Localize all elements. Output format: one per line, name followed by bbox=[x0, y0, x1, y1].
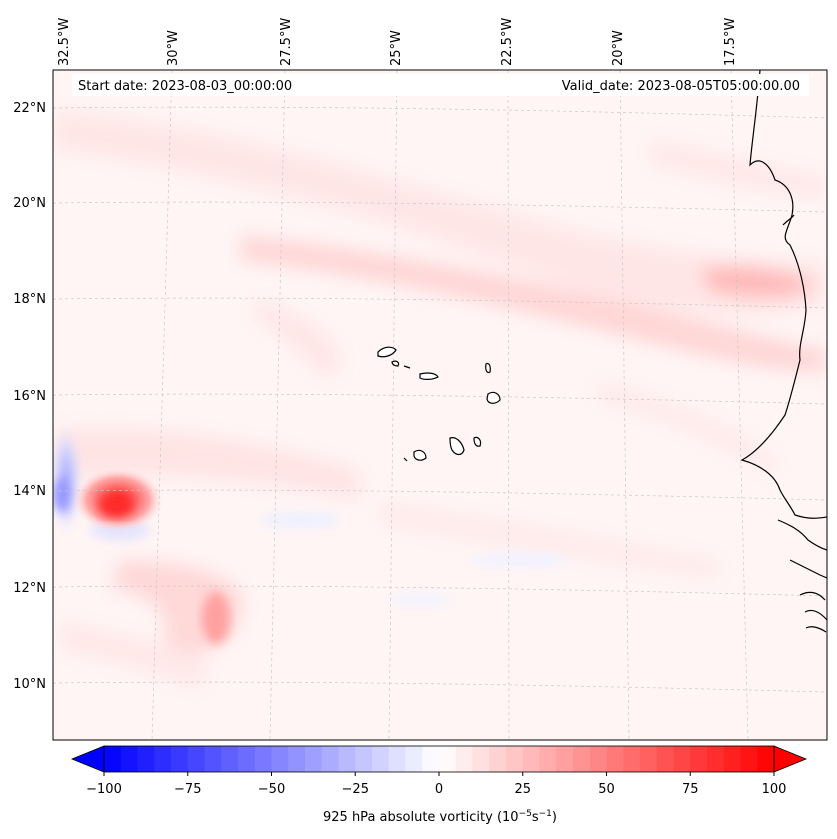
lat-label: 18°N bbox=[13, 292, 46, 307]
lon-label: 22.5°W bbox=[500, 18, 515, 66]
colorbar-tick-label: −100 bbox=[86, 782, 122, 797]
colorbar-cell bbox=[606, 746, 624, 772]
vorticity-field bbox=[53, 110, 827, 690]
lat-label: 22°N bbox=[13, 101, 46, 116]
colorbar-tick-label: −75 bbox=[174, 782, 201, 797]
colorbar-cell bbox=[271, 746, 289, 772]
colorbar-cell bbox=[656, 746, 674, 772]
colorbar-cell bbox=[405, 746, 423, 772]
longitude-labels: 32.5°W 30°W 27.5°W 25°W 22.5°W 20°W 17.5… bbox=[57, 18, 738, 66]
colorbar-cell bbox=[422, 746, 440, 772]
lon-label: 25°W bbox=[389, 30, 404, 66]
colorbar-tick-label: −25 bbox=[342, 782, 369, 797]
coastline bbox=[740, 70, 827, 633]
colorbar-tick-label: 0 bbox=[435, 782, 443, 797]
colorbar-cell bbox=[104, 746, 122, 772]
colorbar-cell bbox=[707, 746, 725, 772]
colorbar-tick-label: 100 bbox=[762, 782, 787, 797]
lon-label: 27.5°W bbox=[279, 18, 294, 66]
colorbar-cell bbox=[573, 746, 591, 772]
colorbar-cell bbox=[321, 746, 339, 772]
lon-label: 30°W bbox=[166, 30, 181, 66]
map-area bbox=[53, 70, 827, 740]
colorbar-tick-label: 75 bbox=[682, 782, 699, 797]
lat-label: 12°N bbox=[13, 581, 46, 596]
colorbar-cell bbox=[539, 746, 557, 772]
colorbar-cell bbox=[556, 746, 574, 772]
colorbar-cell bbox=[338, 746, 356, 772]
lat-label: 14°N bbox=[13, 484, 46, 499]
colorbar-cell bbox=[187, 746, 205, 772]
vortex-maximum bbox=[73, 468, 230, 644]
colorbar: −100 −75 −50 −25 0 25 50 75 100 925 hPa … bbox=[70, 745, 808, 825]
colorbar-cell bbox=[120, 746, 138, 772]
colorbar-extend-max bbox=[773, 745, 808, 773]
colorbar-ticks bbox=[103, 772, 775, 776]
graticule bbox=[53, 70, 827, 740]
colorbar-cell bbox=[238, 746, 256, 772]
colorbar-cell bbox=[388, 746, 406, 772]
colorbar-cell bbox=[439, 746, 457, 772]
colorbar-extend-min bbox=[70, 745, 105, 773]
colorbar-cell bbox=[740, 746, 758, 772]
colorbar-cell bbox=[204, 746, 222, 772]
colorbar-tick-label: 25 bbox=[514, 782, 531, 797]
colorbar-tick-label: 50 bbox=[598, 782, 615, 797]
header-box bbox=[72, 74, 809, 96]
lon-label: 32.5°W bbox=[57, 18, 72, 66]
lat-label: 10°N bbox=[13, 677, 46, 692]
colorbar-cell bbox=[288, 746, 306, 772]
colorbar-cell bbox=[472, 746, 490, 772]
colorbar-cell bbox=[723, 746, 741, 772]
colorbar-cell bbox=[522, 746, 540, 772]
lon-label: 17.5°W bbox=[723, 18, 738, 66]
start-date-label: Start date: 2023-08-03_00:00:00 bbox=[78, 79, 292, 94]
colorbar-cell bbox=[221, 746, 239, 772]
map-border bbox=[52, 69, 828, 741]
colorbar-cell bbox=[455, 746, 473, 772]
colorbar-cell bbox=[137, 746, 155, 772]
lon-label: 20°W bbox=[611, 30, 626, 66]
colorbar-cell bbox=[640, 746, 658, 772]
colorbar-cell bbox=[506, 746, 524, 772]
colorbar-cell bbox=[171, 746, 189, 772]
colorbar-cell bbox=[489, 746, 507, 772]
colorbar-cell bbox=[589, 746, 607, 772]
colorbar-cell bbox=[690, 746, 708, 772]
lat-label: 16°N bbox=[13, 389, 46, 404]
colorbar-cell bbox=[757, 746, 775, 772]
cape-verde-islands bbox=[377, 346, 501, 462]
colorbar-tick-label: −50 bbox=[258, 782, 285, 797]
colorbar-cell bbox=[305, 746, 323, 772]
colorbar-cell bbox=[372, 746, 390, 772]
colorbar-cell bbox=[154, 746, 172, 772]
colorbar-cell bbox=[254, 746, 272, 772]
valid-date-label: Valid_date: 2023-08-05T05:00:00.00 bbox=[562, 79, 800, 94]
colorbar-cell bbox=[355, 746, 373, 772]
colorbar-title: 925 hPa absolute vorticity (10−5s−1) bbox=[323, 809, 557, 825]
colorbar-cell bbox=[673, 746, 691, 772]
latitude-labels: 22°N 20°N 18°N 16°N 14°N 12°N 10°N bbox=[13, 101, 46, 692]
colorbar-cells bbox=[104, 746, 775, 772]
lat-label: 20°N bbox=[13, 196, 46, 211]
colorbar-cell bbox=[623, 746, 641, 772]
